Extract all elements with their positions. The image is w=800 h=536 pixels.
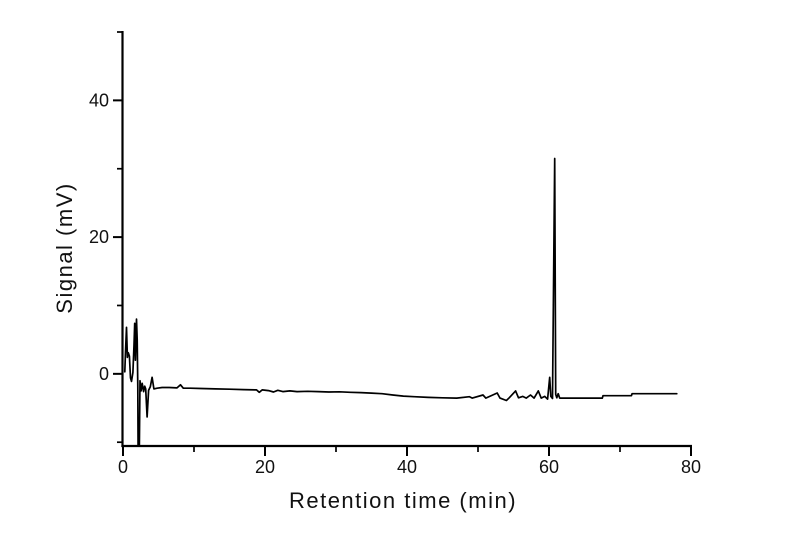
x-axis-title: Retention time (min) bbox=[289, 488, 517, 513]
tick-label-group: 0 20 40 60 80 0 20 40 bbox=[89, 90, 701, 477]
x-tick-label: 20 bbox=[255, 457, 275, 477]
axes-group bbox=[113, 31, 692, 456]
y-tick-label: 40 bbox=[89, 90, 109, 110]
chromatogram-trace bbox=[123, 157, 678, 447]
y-axis-title: Signal (mV) bbox=[52, 182, 77, 313]
y-tick-label: 20 bbox=[89, 227, 109, 247]
x-tick-label: 40 bbox=[397, 457, 417, 477]
x-tick-label: 0 bbox=[118, 457, 128, 477]
x-tick-label: 60 bbox=[539, 457, 559, 477]
y-tick-label: 0 bbox=[99, 364, 109, 384]
trace-group bbox=[123, 157, 678, 447]
x-tick-label: 80 bbox=[681, 457, 701, 477]
